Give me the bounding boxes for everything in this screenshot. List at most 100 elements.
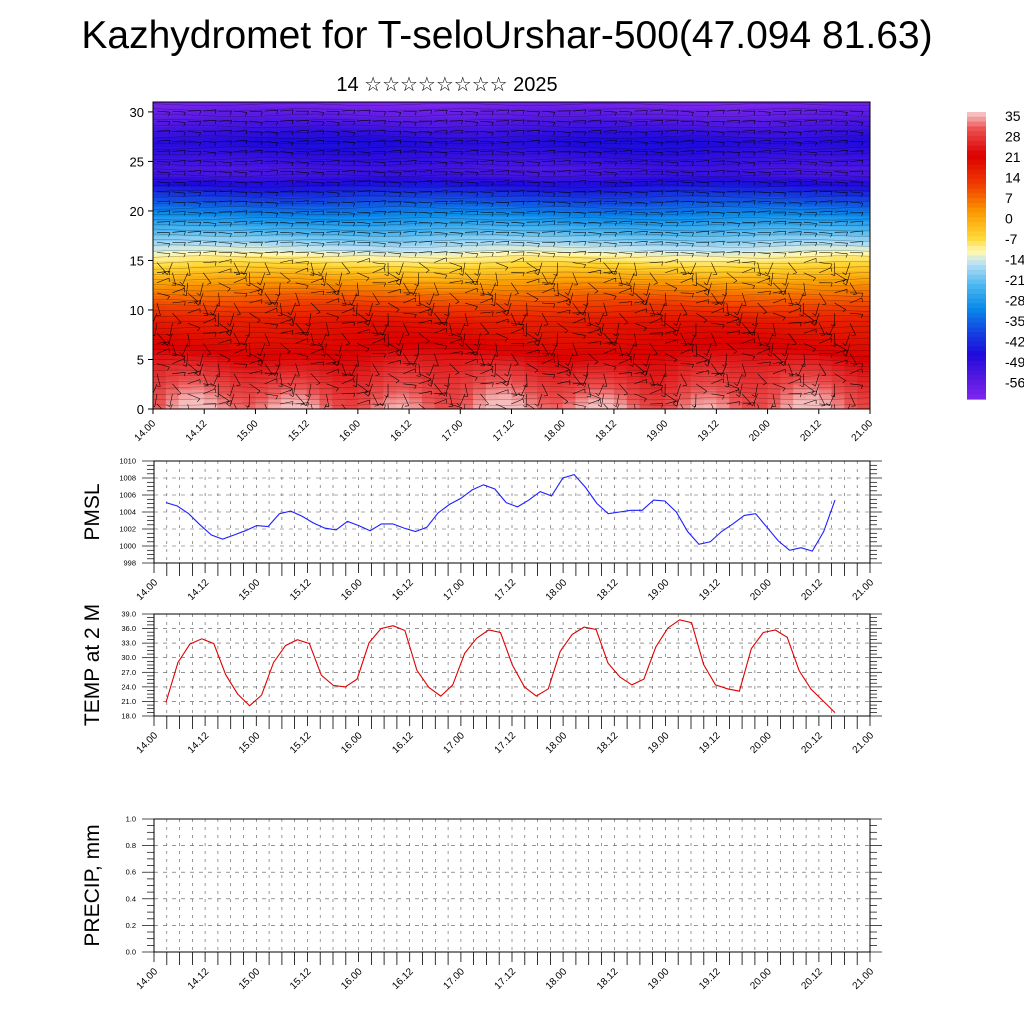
heatmap-cell bbox=[639, 210, 653, 217]
heatmap-cell bbox=[357, 384, 372, 390]
heatmap-cell bbox=[754, 196, 769, 202]
wind-barb bbox=[434, 272, 448, 276]
heatmap-cell bbox=[281, 171, 295, 177]
heatmap-cell bbox=[805, 191, 820, 197]
wind-barb bbox=[310, 290, 324, 294]
wind-barb-flag bbox=[213, 315, 217, 319]
heatmap-cell bbox=[447, 260, 461, 266]
wind-barb bbox=[429, 292, 435, 306]
heatmap-cell bbox=[716, 156, 730, 163]
wind-barb-flag bbox=[566, 303, 570, 306]
wind-barb bbox=[187, 322, 201, 329]
heatmap-cell bbox=[831, 230, 845, 237]
heatmap-cell bbox=[345, 374, 359, 380]
heatmap-cell bbox=[229, 176, 244, 182]
heatmap-cell bbox=[626, 245, 641, 252]
heatmap-cell bbox=[844, 354, 858, 361]
heatmap-cell bbox=[537, 359, 551, 366]
wind-barb bbox=[618, 252, 633, 254]
heatmap-cell bbox=[396, 275, 410, 281]
heatmap-cell bbox=[498, 394, 513, 400]
wind-barb-flag bbox=[553, 283, 556, 288]
wind-barb-flag bbox=[215, 375, 220, 377]
heatmap-cell bbox=[447, 324, 461, 331]
wind-barb bbox=[603, 262, 613, 273]
heatmap-cell bbox=[293, 265, 308, 271]
wind-barb bbox=[495, 389, 509, 395]
heatmap-cell bbox=[421, 384, 436, 390]
heatmap-cell bbox=[345, 344, 359, 351]
heatmap-cell bbox=[639, 389, 653, 395]
heatmap-cell bbox=[780, 339, 794, 346]
heatmap-cell bbox=[690, 131, 705, 138]
heatmap-cell bbox=[537, 151, 551, 158]
heatmap-cell bbox=[370, 235, 385, 242]
heatmap-cell bbox=[818, 141, 833, 148]
heatmap-cell bbox=[268, 126, 282, 133]
heatmap-cell bbox=[370, 230, 385, 237]
heatmap-cell bbox=[191, 141, 205, 148]
heatmap-cell bbox=[716, 359, 730, 366]
heatmap-cell bbox=[741, 210, 756, 217]
heatmap-cell bbox=[485, 215, 500, 222]
heatmap-cell bbox=[793, 230, 807, 237]
heatmap-cell bbox=[345, 260, 359, 266]
heatmap-cell bbox=[626, 210, 641, 217]
heatmap-cell bbox=[716, 201, 730, 207]
heatmap-cell bbox=[844, 384, 858, 390]
wind-barb bbox=[212, 373, 219, 386]
contour-line bbox=[153, 124, 870, 128]
wind-barb-flag bbox=[320, 276, 324, 280]
heatmap-cell bbox=[345, 314, 359, 321]
heatmap-cell bbox=[793, 275, 807, 281]
heatmap-cell bbox=[434, 191, 449, 197]
wind-barb bbox=[351, 292, 358, 305]
heatmap-cell bbox=[268, 201, 282, 207]
heatmap-cell bbox=[217, 314, 231, 321]
heatmap-cell bbox=[447, 349, 461, 356]
heatmap-cell bbox=[780, 389, 794, 395]
heatmap-cell bbox=[153, 305, 167, 311]
heatmap-cell bbox=[818, 250, 833, 257]
heatmap-cell bbox=[767, 309, 781, 316]
heatmap-cell bbox=[703, 309, 717, 316]
heatmap-cell bbox=[690, 364, 705, 370]
heatmap-cell bbox=[204, 324, 218, 331]
heatmap-cell bbox=[639, 201, 653, 207]
heatmap-cell bbox=[793, 102, 807, 108]
wind-barb-flag bbox=[623, 393, 628, 396]
heatmap-cell bbox=[447, 359, 461, 366]
heatmap-cell bbox=[780, 379, 794, 385]
heatmap-cell bbox=[357, 186, 372, 192]
wind-barb-flag bbox=[800, 322, 802, 327]
heatmap-cell bbox=[677, 285, 692, 291]
wind-barb-flag bbox=[801, 365, 806, 367]
wind-barb-flag bbox=[691, 273, 694, 278]
wind-barb bbox=[264, 363, 273, 375]
heatmap-cell bbox=[549, 334, 564, 341]
wind-barb-flag bbox=[688, 413, 691, 416]
heatmap-cell bbox=[229, 106, 244, 113]
wind-barb bbox=[572, 302, 581, 314]
heatmap-cell bbox=[805, 136, 820, 143]
heatmap-cell bbox=[485, 270, 500, 276]
heatmap-cell bbox=[345, 404, 359, 409]
heatmap-cell bbox=[511, 300, 525, 306]
heatmap-cell bbox=[767, 220, 781, 227]
wind-barb-flag bbox=[307, 331, 309, 336]
heatmap-cell bbox=[537, 339, 551, 346]
wind-barb-flag bbox=[210, 382, 214, 386]
wind-barb bbox=[603, 292, 617, 297]
wind-barb-flag bbox=[470, 352, 475, 355]
wind-barb-flag bbox=[514, 293, 519, 295]
wind-barb bbox=[295, 267, 308, 273]
heatmap-cell bbox=[498, 270, 513, 276]
heatmap-cell bbox=[575, 186, 589, 192]
wind-barb-flag bbox=[459, 344, 464, 347]
wind-barb-flag bbox=[320, 354, 325, 357]
wind-barb bbox=[757, 373, 767, 384]
heatmap-cell bbox=[741, 344, 756, 351]
heatmap-cell bbox=[409, 121, 423, 128]
heatmap-cell bbox=[255, 265, 269, 271]
wind-barb bbox=[618, 358, 632, 364]
